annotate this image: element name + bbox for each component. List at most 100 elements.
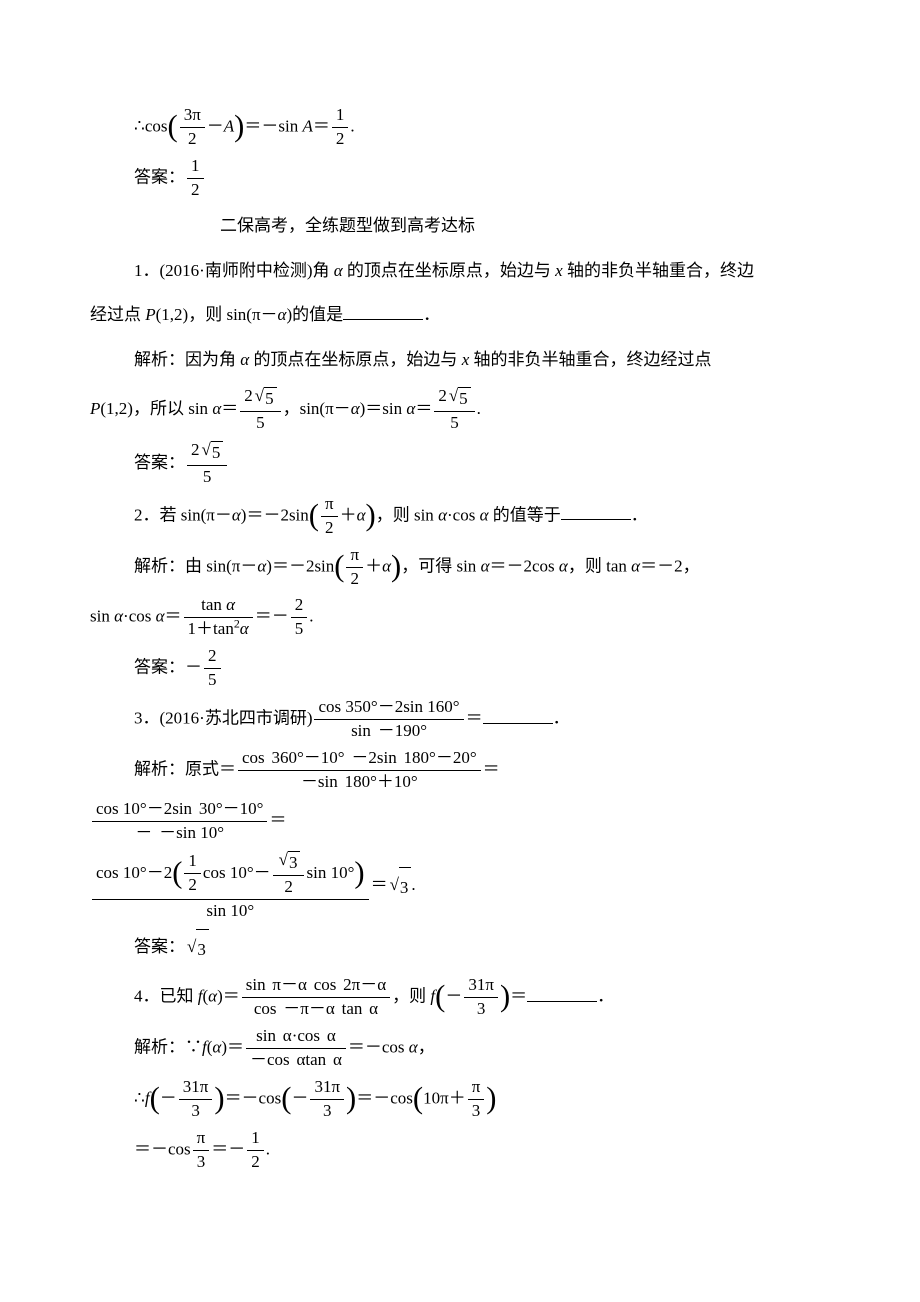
blank	[483, 706, 553, 724]
text: (1,2)，则 sin(π－	[156, 305, 278, 324]
period: ．	[553, 709, 570, 728]
q1-line2: 经过点 P(1,2)，则 sin(π－α)的值是．	[90, 295, 830, 336]
text: 的值等于	[489, 505, 561, 524]
sqrt3: 3	[388, 865, 412, 909]
q3-exp-line2: cos 10°－2sin 30°－10°－ －sin 10°＝	[90, 798, 830, 845]
alpha: α	[351, 399, 360, 418]
text: ＝－sin	[244, 116, 302, 135]
paren-r: )	[214, 1081, 224, 1115]
q3-exp-line3: cos 10°－2(12cos 10°－32sin 10°) sin 10° ＝…	[90, 849, 830, 923]
alpha: α	[631, 556, 640, 575]
text: 的顶点在坐标原点，始边与	[249, 350, 462, 369]
text: ＝－cos	[356, 1089, 413, 1108]
frac-pi-2: π2	[346, 544, 363, 591]
frac-1-2: 12	[332, 104, 349, 151]
section-heading: 二保高考，全练题型做到高考达标	[90, 206, 830, 247]
alpha: α	[357, 505, 366, 524]
period: .	[411, 875, 415, 894]
frac-1-2: 12	[187, 155, 204, 202]
alpha: α	[208, 987, 217, 1006]
frac-2rt5-5: 255	[240, 385, 280, 435]
paren-l: (	[281, 1081, 291, 1115]
period: .	[477, 399, 481, 418]
q4-exp-frac: sin α·cos α－cos αtan α	[246, 1025, 346, 1072]
text: ，则 sin	[376, 505, 438, 524]
text: )＝	[217, 987, 240, 1006]
sqrt3: 3	[185, 927, 209, 971]
text: 解析：原式＝	[134, 759, 236, 778]
text: 2．若 sin(π－	[134, 505, 232, 524]
q3-frac-3: cos 10°－2(12cos 10°－32sin 10°) sin 10°	[92, 849, 369, 923]
q3-line1: 3．(2016·苏北四市调研)cos 350°－2sin 160°sin －19…	[90, 696, 830, 743]
text: (2016·南师附中检测)角	[160, 261, 334, 280]
eq: ＝	[269, 810, 286, 829]
text: )的值是	[286, 305, 343, 324]
minus: －	[291, 1089, 308, 1108]
q4-line1: 4．已知 f(α)＝sin π－α cos 2π－αcos －π－α tan α…	[90, 974, 830, 1021]
eq: ＝	[371, 875, 388, 894]
text: )＝－2sin	[266, 556, 334, 575]
alpha: α	[257, 556, 266, 575]
text: )＝－2sin	[241, 505, 309, 524]
q-number: 1．	[134, 261, 160, 280]
eq: ＝	[466, 709, 483, 728]
frac-2-5: 25	[204, 645, 221, 692]
alpha: α	[559, 556, 568, 575]
q1-answer: 答案：255	[90, 439, 830, 489]
q4-exp-line2: ∴f(－31π3)＝－cos(－31π3)＝－cos(10π＋π3)	[90, 1076, 830, 1123]
answer-0: 答案：12	[90, 155, 830, 202]
alpha: α	[212, 399, 221, 418]
text: ·cos	[447, 505, 480, 524]
text: 的顶点在坐标原点，始边与	[343, 261, 556, 280]
var-A: A	[224, 116, 234, 135]
period: ．	[423, 305, 440, 324]
frac-2-5: 25	[291, 594, 308, 641]
paren-l: (	[309, 498, 319, 532]
text: ∴	[134, 1089, 145, 1108]
minus: －	[160, 1089, 177, 1108]
q3-frac-2: cos 10°－2sin 30°－10°－ －sin 10°	[92, 798, 267, 845]
text: ＝－cos	[134, 1139, 191, 1158]
frac-31pi-3: 31π3	[179, 1076, 213, 1123]
eq: ＝	[510, 987, 527, 1006]
q2-answer: 答案：－25	[90, 645, 830, 692]
text: ＝－2cos	[490, 556, 559, 575]
answer-label: 答案：	[134, 453, 185, 472]
q4-exp-line1: 解析：∵f(α)＝sin α·cos α－cos αtan α＝－cos α，	[90, 1025, 830, 1072]
q2-line1: 2．若 sin(π－α)＝－2sin(π2＋α)，则 sin α·cos α 的…	[90, 493, 830, 540]
q1-exp-line1: 解析：因为角 α 的顶点在坐标原点，始边与 x 轴的非负半轴重合，终边经过点	[90, 340, 830, 381]
minus: －	[207, 116, 224, 135]
text: 解析：由 sin(π－	[134, 556, 257, 575]
eq-top: ∴cos(3π2－A)＝－sin A＝12.	[90, 104, 830, 151]
alpha: α	[481, 556, 490, 575]
q4-main-frac: sin π－α cos 2π－αcos －π－α tan α	[242, 974, 390, 1021]
period: .	[350, 116, 354, 135]
text: 4．已知	[134, 987, 198, 1006]
frac-tan: tan α1＋tan2α	[184, 594, 253, 641]
alpha: α	[334, 261, 343, 280]
q3-exp-line1: 解析：原式＝cos 360°－10° －2sin 180°－20°－sin 18…	[90, 747, 830, 794]
eq: ＝	[483, 759, 500, 778]
plus: ＋	[365, 556, 382, 575]
text: ·cos	[123, 607, 156, 626]
alpha: α	[156, 607, 165, 626]
var-P: P	[145, 305, 155, 324]
frac-3pi-2: 3π2	[180, 104, 205, 151]
text: ，则 tan	[568, 556, 631, 575]
eq: ＝－	[255, 607, 289, 626]
comma: ，	[418, 1038, 435, 1057]
answer-label: 答案：	[134, 167, 185, 186]
blank	[343, 302, 423, 320]
var-x: x	[555, 261, 563, 280]
eq: ＝	[165, 607, 182, 626]
text: )＝	[221, 1038, 244, 1057]
frac-31pi-3: 31π3	[464, 974, 498, 1021]
paren-r: )	[486, 1081, 496, 1115]
eq: ＝－	[211, 1139, 245, 1158]
alpha: α	[382, 556, 391, 575]
answer-label: 答案：－	[134, 658, 202, 677]
q3-answer: 答案：3	[90, 927, 830, 971]
text: )＝sin	[360, 399, 407, 418]
period: ．	[597, 987, 614, 1006]
text: ＝－cos	[225, 1089, 282, 1108]
